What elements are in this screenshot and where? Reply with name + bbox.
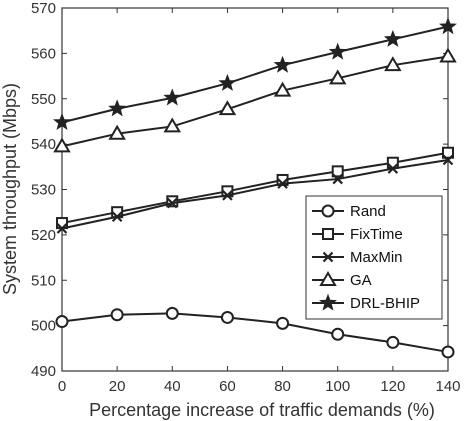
data-point-maxmin xyxy=(277,178,288,189)
x-tick-label: 0 xyxy=(58,378,66,395)
data-point-maxmin xyxy=(222,190,233,201)
data-point-drl-bhip xyxy=(108,99,127,117)
series-ga xyxy=(53,47,457,153)
data-point-rand xyxy=(441,345,455,359)
data-point-fixtime xyxy=(166,195,179,208)
data-point-maxmin xyxy=(111,211,123,223)
data-point-drl-bhip xyxy=(328,42,347,60)
data-point-ga xyxy=(384,56,402,72)
data-point-drl-bhip xyxy=(273,55,292,73)
data-point-ga xyxy=(108,124,126,140)
x-marker-stroke xyxy=(56,223,68,234)
data-point-drl-bhip xyxy=(53,112,71,130)
series-line-drl-bhip xyxy=(61,25,449,124)
y-tick-label: 550 xyxy=(31,91,56,108)
data-point-rand xyxy=(165,306,179,320)
data-point-ga xyxy=(273,81,292,97)
y-tick-label: 510 xyxy=(31,272,56,289)
data-point-rand xyxy=(331,327,345,341)
data-point-ga xyxy=(163,117,182,133)
y-tick-label: 530 xyxy=(31,182,56,199)
data-point-ga xyxy=(218,100,237,116)
data-point-maxmin xyxy=(332,173,343,185)
x-marker-stroke xyxy=(322,251,334,263)
x-marker-stroke xyxy=(167,197,178,209)
data-point-ga xyxy=(439,47,457,63)
data-point-drl-bhip xyxy=(383,29,402,47)
y-axis-label: System throughput (Mbps) xyxy=(0,83,20,295)
data-point-fixtime xyxy=(331,165,344,178)
legend: Rand FixTime MaxMin GA DRL-BHIP xyxy=(305,195,443,320)
data-point-maxmin xyxy=(442,154,454,166)
series-line-ga xyxy=(61,55,449,148)
x-tick-label: 120 xyxy=(380,378,405,395)
x-axis: 0 20 40 60 80 100 120 140 xyxy=(58,8,461,395)
x-tick-label: 80 xyxy=(274,378,291,395)
data-point-ga xyxy=(328,69,347,85)
legend-marker xyxy=(319,271,337,286)
series-drl-bhip xyxy=(53,17,457,130)
series-lines xyxy=(53,17,457,359)
x-marker-stroke xyxy=(442,154,454,166)
series-line-maxmin xyxy=(61,159,449,230)
legend-item-drl-bhip: DRL-BHIP xyxy=(312,293,420,312)
legend-item-ga: GA xyxy=(312,271,372,289)
x-marker-stroke xyxy=(332,173,343,185)
data-point-rand xyxy=(386,335,400,349)
legend-label: FixTime xyxy=(350,226,403,243)
data-point-maxmin xyxy=(167,197,178,209)
x-tick-label: 40 xyxy=(164,378,181,395)
series-line-fixtime xyxy=(61,151,449,225)
data-point-drl-bhip xyxy=(218,73,237,91)
legend-marker xyxy=(321,204,335,218)
x-marker-stroke xyxy=(111,211,123,223)
legend-item-maxmin: MaxMin xyxy=(312,249,403,266)
x-tick-label: 140 xyxy=(435,378,460,395)
legend-label: MaxMin xyxy=(350,249,403,266)
series-fixtime xyxy=(56,146,454,230)
data-point-rand xyxy=(55,315,69,329)
x-tick-label: 60 xyxy=(219,378,236,395)
series-line-rand xyxy=(61,312,449,353)
y-axis: 490 500 510 520 530 540 550 560 570 xyxy=(31,0,448,380)
y-tick-label: 500 xyxy=(31,318,56,335)
data-point-rand xyxy=(110,308,124,322)
legend-item-rand: Rand xyxy=(312,203,386,220)
legend-item-fixtime: FixTime xyxy=(312,226,403,243)
data-point-fixtime xyxy=(442,146,454,159)
legend-label: GA xyxy=(350,272,372,289)
legend-label: Rand xyxy=(350,203,386,220)
series-maxmin xyxy=(56,154,454,234)
data-point-rand xyxy=(276,316,290,330)
x-marker-stroke xyxy=(222,190,233,201)
data-point-drl-bhip xyxy=(163,88,182,106)
x-marker-stroke xyxy=(277,178,288,189)
x-marker-stroke xyxy=(387,163,399,174)
data-point-drl-bhip xyxy=(439,17,457,35)
y-tick-label: 560 xyxy=(31,45,56,62)
data-point-rand xyxy=(220,310,234,324)
y-tick-label: 520 xyxy=(31,227,56,244)
legend-marker xyxy=(322,228,334,240)
data-point-ga xyxy=(53,137,71,153)
data-point-maxmin xyxy=(387,163,399,174)
legend-marker xyxy=(322,251,334,263)
data-point-maxmin xyxy=(56,223,68,234)
series-rand xyxy=(55,306,455,359)
y-tick-label: 540 xyxy=(31,136,56,153)
y-tick-label: 570 xyxy=(31,0,56,17)
legend-marker xyxy=(319,293,337,311)
x-axis-label: Percentage increase of traffic demands (… xyxy=(89,400,435,420)
x-tick-label: 20 xyxy=(109,378,126,395)
x-tick-label: 100 xyxy=(325,378,350,395)
y-tick-label: 490 xyxy=(31,363,56,380)
legend-label: DRL-BHIP xyxy=(350,295,420,312)
